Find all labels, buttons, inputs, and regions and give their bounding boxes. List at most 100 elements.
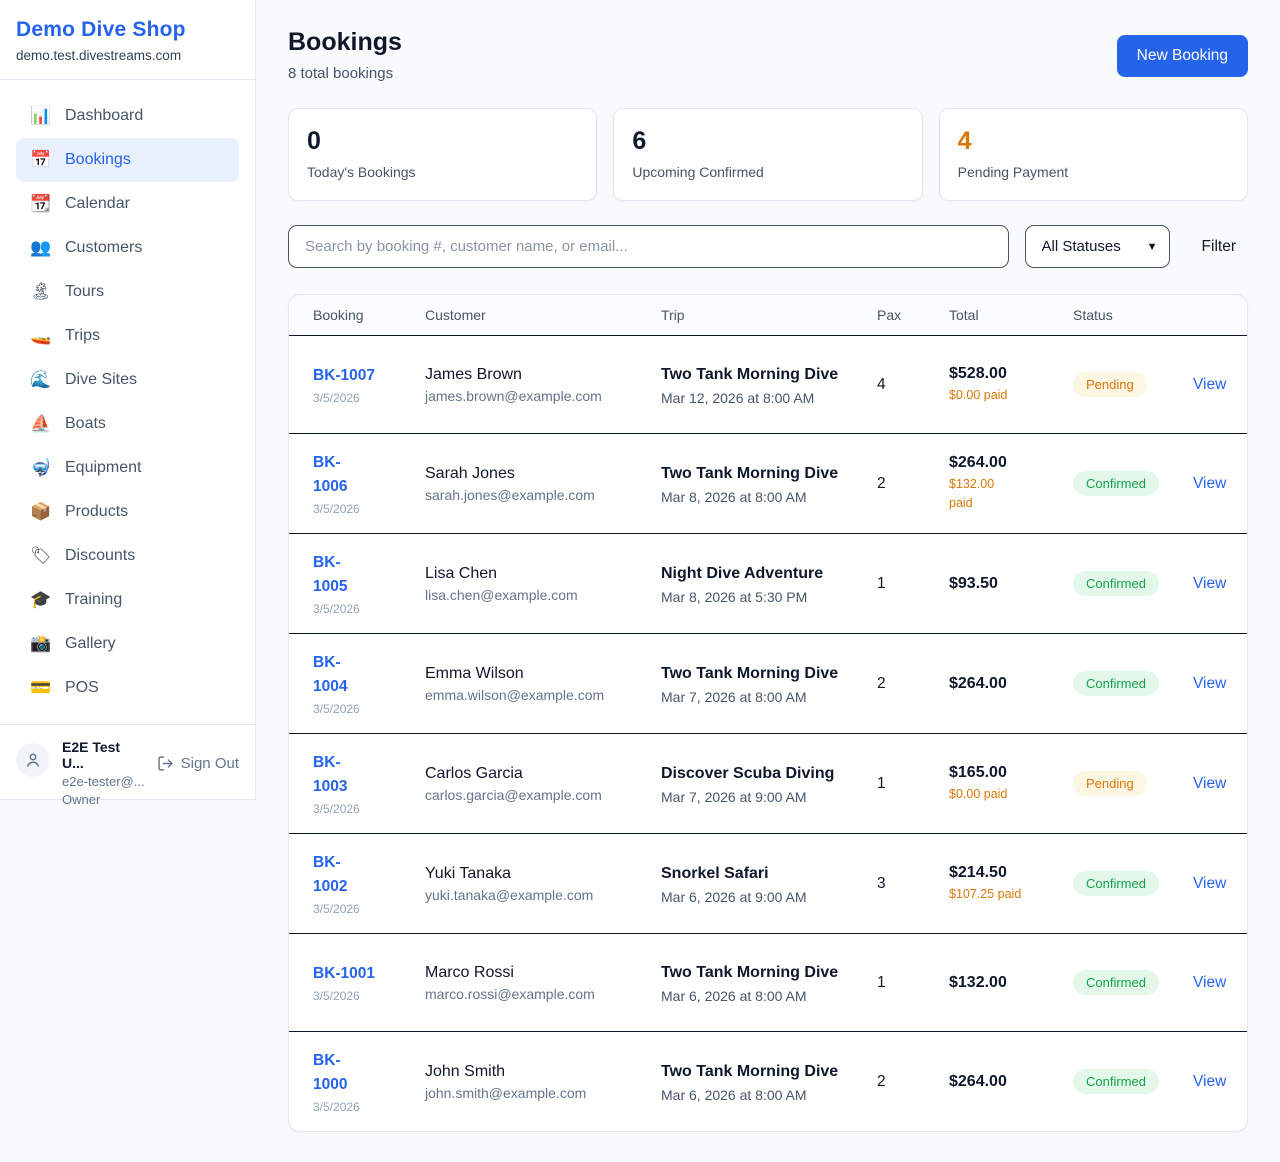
stat-label: Upcoming Confirmed bbox=[632, 164, 764, 180]
user-icon bbox=[24, 751, 42, 769]
page-subtitle: 8 total bookings bbox=[288, 65, 394, 82]
sidebar-item-label: Tours bbox=[65, 283, 105, 300]
pax-value: 4 bbox=[877, 375, 886, 393]
view-link[interactable]: View bbox=[1193, 774, 1227, 792]
total-amount: $264.00 bbox=[949, 1072, 1007, 1090]
training-icon: 🎓 bbox=[30, 590, 52, 609]
booking-number-link[interactable]: BK- 1003 bbox=[313, 754, 348, 796]
view-link[interactable]: View bbox=[1193, 973, 1227, 991]
bookings-icon: 📅 bbox=[30, 150, 52, 169]
column-header-pax: Pax bbox=[877, 307, 902, 323]
dashboard-icon: 📊 bbox=[30, 106, 52, 125]
sidebar-item-label: Discounts bbox=[65, 547, 136, 564]
user-block: E2E Test U... e2e-tester@... Owner Sign … bbox=[0, 724, 255, 828]
sidebar-item-gallery[interactable]: 📸 Gallery bbox=[16, 622, 239, 666]
sidebar-item-label: Training bbox=[65, 591, 123, 608]
search-input[interactable] bbox=[288, 225, 1009, 268]
view-link[interactable]: View bbox=[1193, 574, 1227, 592]
booking-date: 3/5/2026 bbox=[313, 391, 360, 405]
trip-cell: Two Tank Morning Dive Mar 8, 2026 at 8:00… bbox=[661, 462, 877, 505]
customer-cell: Lisa Chen lisa.chen@example.com bbox=[425, 565, 661, 603]
sign-out-icon bbox=[157, 755, 174, 772]
sidebar-item-dive-sites[interactable]: 🌊 Dive Sites bbox=[16, 358, 239, 402]
booking-number-link[interactable]: BK- 1002 bbox=[313, 854, 348, 896]
booking-date: 3/5/2026 bbox=[313, 989, 360, 1004]
sidebar-item-discounts[interactable]: 🏷 Discounts bbox=[16, 534, 239, 578]
paid-amount: $107.25 paid bbox=[949, 886, 1022, 901]
paid-amount: $0.00 paid bbox=[949, 387, 1008, 402]
dive-sites-icon: 🌊 bbox=[30, 370, 52, 389]
sidebar-item-customers[interactable]: 👥 Customers bbox=[16, 226, 239, 270]
customer-cell: John Smith john.smith@example.com bbox=[425, 1063, 661, 1101]
new-booking-button[interactable]: New Booking bbox=[1116, 35, 1248, 77]
sidebar-item-equipment[interactable]: 🤿 Equipment bbox=[16, 446, 239, 490]
pax-value: 1 bbox=[877, 574, 886, 592]
booking-number-link[interactable]: BK- 1004 bbox=[313, 654, 348, 696]
table-row: BK- 1004 3/5/2026 Emma Wilson emma.wilson@e… bbox=[289, 634, 1247, 735]
total-amount: $165.00 bbox=[949, 763, 1007, 781]
table-row: BK-1001 3/5/2026 Marco Rossi marco.rossi@ex… bbox=[289, 934, 1247, 1033]
total-cell: $264.00 bbox=[949, 675, 1073, 693]
sidebar-item-training[interactable]: 🎓 Training bbox=[16, 578, 239, 622]
table-row: BK- 1002 3/5/2026 Yuki Tanaka yuki.tanaka@e… bbox=[289, 834, 1247, 935]
view-link[interactable]: View bbox=[1193, 474, 1227, 492]
sidebar-item-label: POS bbox=[65, 679, 99, 696]
total-amount: $132.00 bbox=[949, 973, 1007, 991]
page-title: Bookings bbox=[288, 28, 402, 56]
table-body: BK-1007 3/5/2026 James Brown james.brown@ex… bbox=[289, 336, 1247, 1131]
booking-cell: BK- 1003 3/5/2026 bbox=[313, 751, 425, 816]
pax-value: 2 bbox=[877, 674, 886, 692]
total-amount: $528.00 bbox=[949, 364, 1007, 382]
equipment-icon: 🤿 bbox=[30, 458, 52, 477]
sidebar-item-label: Dashboard bbox=[65, 107, 144, 124]
status-select[interactable]: All Statuses bbox=[1024, 225, 1170, 268]
trip-cell: Two Tank Morning Dive Mar 6, 2026 at 8:00… bbox=[661, 1060, 877, 1103]
sign-out-label: Sign Out bbox=[180, 755, 239, 772]
sidebar-item-pos[interactable]: 💳 POS bbox=[16, 666, 239, 710]
total-amount: $264.00 bbox=[949, 454, 1007, 472]
paid-amount: $0.00 paid bbox=[949, 786, 1008, 801]
status-badge: Pending bbox=[1073, 771, 1147, 797]
avatar bbox=[16, 743, 50, 777]
sidebar-item-boats[interactable]: ⛵ Boats bbox=[16, 402, 239, 446]
booking-number-link[interactable]: BK-1007 bbox=[313, 366, 376, 384]
trip-cell: Two Tank Morning Dive Mar 12, 2026 at 8:0… bbox=[661, 363, 877, 406]
sidebar-item-bookings[interactable]: 📅 Bookings bbox=[16, 138, 239, 182]
view-link[interactable]: View bbox=[1193, 375, 1227, 393]
filter-button[interactable]: Filter bbox=[1201, 237, 1236, 255]
pax-value: 1 bbox=[877, 774, 886, 792]
customer-email: carlos.garcia@example.com bbox=[425, 786, 602, 803]
customer-email: john.smith@example.com bbox=[425, 1084, 587, 1101]
sidebar-item-dashboard[interactable]: 📊 Dashboard bbox=[16, 94, 239, 138]
booking-number-link[interactable]: BK- 1005 bbox=[313, 554, 348, 596]
pos-icon: 💳 bbox=[30, 678, 52, 697]
view-link[interactable]: View bbox=[1193, 674, 1227, 692]
booking-number-link[interactable]: BK- 1006 bbox=[313, 454, 348, 496]
table-header-row: Booking Customer Trip Pax Total Status bbox=[289, 295, 1247, 336]
pax-cell: 4 bbox=[877, 376, 949, 394]
customer-name: Lisa Chen bbox=[425, 564, 498, 582]
booking-number-link[interactable]: BK- 1000 bbox=[313, 1052, 348, 1094]
status-badge: Confirmed bbox=[1073, 471, 1159, 497]
customer-cell: James Brown james.brown@example.com bbox=[425, 366, 661, 404]
status-cell: Confirmed bbox=[1073, 871, 1177, 897]
sidebar-item-products[interactable]: 📦 Products bbox=[16, 490, 239, 534]
view-link[interactable]: View bbox=[1193, 874, 1227, 892]
trip-datetime: Mar 8, 2026 at 8:00 AM bbox=[661, 489, 807, 506]
customer-email: marco.rossi@example.com bbox=[425, 985, 595, 1002]
sidebar-item-calendar[interactable]: 📆 Calendar bbox=[16, 182, 239, 226]
stat-label: Pending Payment bbox=[957, 164, 1069, 180]
pax-cell: 2 bbox=[877, 675, 949, 693]
sidebar-item-tours[interactable]: 🏝 Tours bbox=[16, 270, 239, 314]
view-link[interactable]: View bbox=[1193, 1072, 1227, 1090]
stats-cards: 0 Today's Bookings 6 Upcoming Confirmed 4 Pen… bbox=[288, 108, 1248, 201]
booking-cell: BK- 1005 3/5/2026 bbox=[313, 551, 425, 616]
table-row: BK-1007 3/5/2026 James Brown james.brown@ex… bbox=[289, 336, 1247, 434]
sidebar-item-trips[interactable]: 🚤 Trips bbox=[16, 314, 239, 358]
customer-cell: Yuki Tanaka yuki.tanaka@example.com bbox=[425, 865, 661, 903]
booking-number-link[interactable]: BK-1001 bbox=[313, 965, 376, 983]
sign-out-button[interactable]: Sign Out bbox=[157, 755, 239, 772]
customer-name: Yuki Tanaka bbox=[425, 864, 511, 882]
column-header-trip: Trip bbox=[661, 307, 685, 323]
booking-cell: BK- 1002 3/5/2026 bbox=[313, 851, 425, 916]
